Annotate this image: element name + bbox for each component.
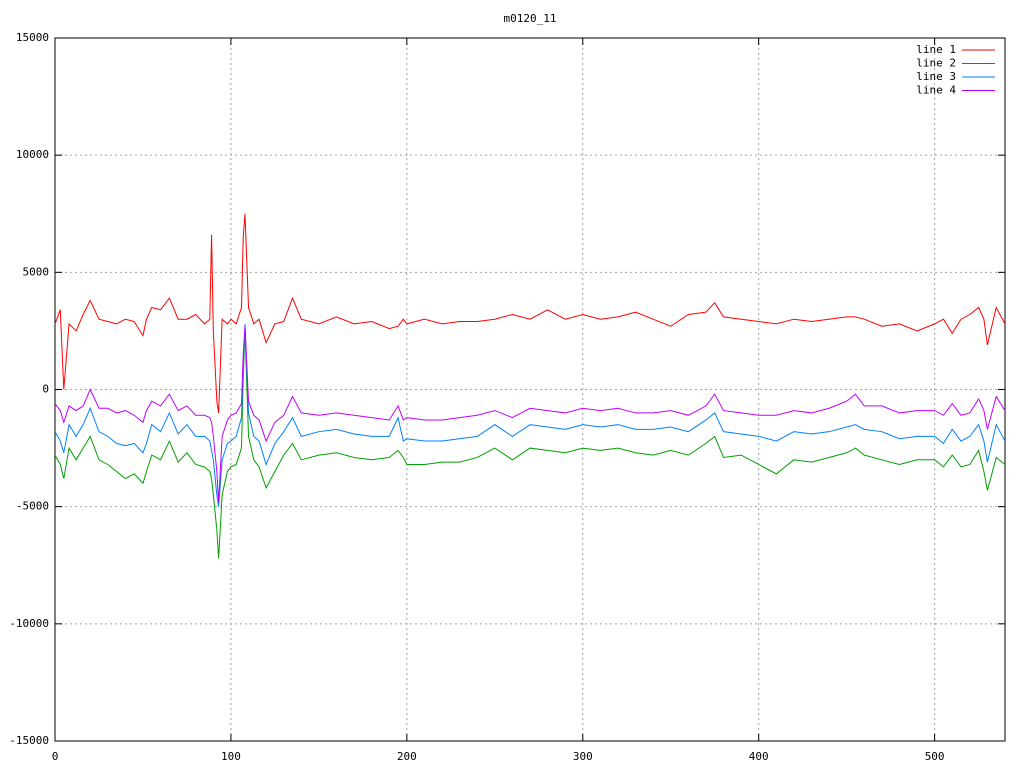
y-tick-label: -10000 — [9, 617, 49, 630]
legend-label: line 2 — [916, 57, 956, 70]
data-line — [54, 326, 1006, 503]
legend-label: line 4 — [916, 84, 956, 97]
data-line — [54, 323, 1006, 507]
x-tick-label: 300 — [573, 750, 593, 763]
legend-label: line 3 — [916, 70, 956, 83]
plot-border — [54, 37, 1006, 742]
y-tick-label: -15000 — [9, 734, 49, 747]
chart-title: m0120_11 — [504, 12, 557, 25]
y-tick-label: 15000 — [16, 31, 49, 44]
y-tick-label: 10000 — [16, 148, 49, 161]
y-tick-label: 0 — [42, 383, 49, 396]
y-tick-label: 5000 — [23, 265, 50, 278]
x-tick-label: 500 — [925, 750, 945, 763]
x-tick-label: 100 — [221, 750, 241, 763]
x-tick-label: 400 — [749, 750, 769, 763]
x-tick-label: 200 — [397, 750, 417, 763]
x-tick-label: 0 — [52, 750, 59, 763]
data-line — [54, 213, 1006, 414]
y-tick-label: -5000 — [16, 500, 49, 513]
legend-label: line 1 — [916, 43, 956, 56]
data-line — [54, 330, 1006, 559]
